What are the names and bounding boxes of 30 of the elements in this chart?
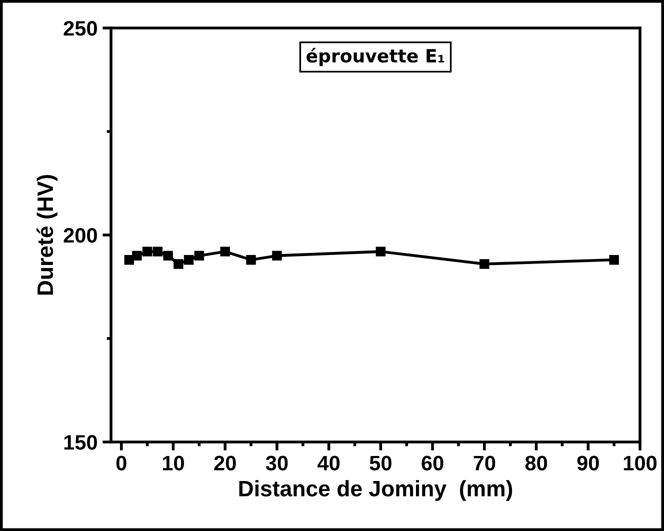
point bbox=[184, 254, 194, 265]
x-tick-label: 60 bbox=[422, 456, 444, 470]
point bbox=[163, 250, 173, 261]
x-tick-label: 70 bbox=[474, 456, 496, 470]
point bbox=[142, 246, 152, 256]
point bbox=[272, 250, 282, 261]
y-tick-label: 200 bbox=[64, 228, 97, 243]
x-tick-label: 30 bbox=[266, 456, 288, 471]
x-axis-title: Distance de Jominy (mm) bbox=[239, 480, 512, 501]
x-tick-label: 0 bbox=[116, 456, 126, 470]
x-tick-label: 10 bbox=[162, 456, 184, 470]
x-tick-label: 20 bbox=[214, 456, 236, 470]
point bbox=[246, 254, 256, 265]
point bbox=[132, 250, 142, 261]
x-tick-label: 80 bbox=[525, 456, 548, 470]
point bbox=[609, 254, 619, 265]
point bbox=[194, 250, 204, 261]
point bbox=[376, 246, 386, 256]
text: éprouvette E₁ bbox=[306, 48, 444, 66]
point bbox=[174, 259, 184, 269]
point bbox=[152, 246, 163, 256]
point bbox=[220, 246, 230, 256]
y-tick-label: 250 bbox=[64, 21, 97, 36]
point bbox=[480, 259, 490, 269]
y-tick-label: 150 bbox=[64, 435, 97, 450]
x-tick-label: 90 bbox=[577, 456, 599, 470]
x-tick-label: 100 bbox=[624, 456, 657, 470]
x-tick-label: 40 bbox=[318, 456, 340, 470]
y-axis-title: Dureté (HV) bbox=[36, 174, 58, 295]
x-tick-label: 50 bbox=[370, 456, 392, 470]
